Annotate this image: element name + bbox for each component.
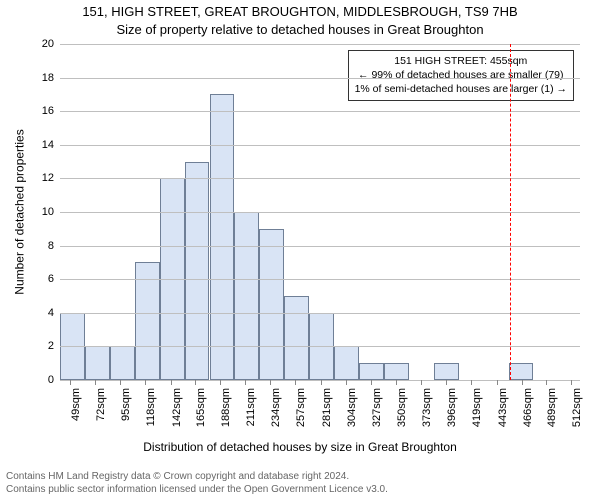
bar: [334, 346, 359, 380]
annotation-line: 151 HIGH STREET: 455sqm: [355, 54, 567, 68]
bar: [384, 363, 409, 380]
x-tick-mark: [421, 380, 422, 385]
x-tick-label: 419sqm: [471, 388, 483, 427]
x-tick-label: 211sqm: [245, 388, 257, 426]
gridline: [60, 346, 580, 347]
x-tick-label: 350sqm: [396, 388, 408, 427]
chart-container: 151, HIGH STREET, GREAT BROUGHTON, MIDDL…: [0, 0, 600, 500]
y-tick-label: 18: [42, 72, 54, 84]
y-axis-label: Number of detached properties: [12, 44, 28, 380]
x-tick-label: 142sqm: [171, 388, 183, 427]
bar: [434, 363, 459, 380]
bar: [359, 363, 384, 380]
footer-line: Contains public sector information licen…: [6, 483, 388, 496]
x-tick-mark: [371, 380, 372, 385]
x-tick-label: 327sqm: [371, 388, 383, 427]
x-tick-mark: [522, 380, 523, 385]
x-tick-mark: [145, 380, 146, 385]
x-tick-mark: [295, 380, 296, 385]
gridline: [60, 212, 580, 213]
annotation-line: ← 99% of detached houses are smaller (79…: [355, 68, 567, 82]
x-tick-label: 304sqm: [346, 388, 358, 427]
x-tick-label: 443sqm: [497, 388, 509, 427]
y-tick-label: 2: [48, 340, 54, 352]
gridline: [60, 78, 580, 79]
y-tick-label: 16: [42, 105, 54, 117]
bar: [259, 229, 284, 380]
bar: [110, 346, 135, 380]
x-tick-mark: [120, 380, 121, 385]
x-tick-label: 466sqm: [522, 388, 534, 427]
x-tick-label: 72sqm: [95, 388, 107, 421]
gridline: [60, 380, 580, 381]
y-tick-label: 20: [42, 38, 54, 50]
x-tick-mark: [346, 380, 347, 385]
marker-line: [510, 44, 511, 380]
x-tick-mark: [497, 380, 498, 385]
x-axis-label: Distribution of detached houses by size …: [0, 440, 600, 454]
y-tick-label: 14: [42, 139, 54, 151]
y-tick-label: 12: [42, 172, 54, 184]
bar: [234, 212, 259, 380]
gridline: [60, 145, 580, 146]
y-tick-label: 8: [48, 240, 54, 252]
x-tick-mark: [396, 380, 397, 385]
x-tick-mark: [220, 380, 221, 385]
x-tick-mark: [446, 380, 447, 385]
x-tick-mark: [70, 380, 71, 385]
bar: [509, 363, 534, 380]
x-tick-label: 281sqm: [321, 388, 333, 427]
x-tick-label: 489sqm: [546, 388, 558, 427]
y-tick-label: 0: [48, 374, 54, 386]
x-tick-label: 188sqm: [220, 388, 232, 427]
gridline: [60, 44, 580, 45]
x-tick-label: 373sqm: [421, 388, 433, 427]
bar: [210, 94, 235, 380]
x-tick-label: 118sqm: [145, 388, 157, 426]
y-tick-label: 4: [48, 307, 54, 319]
gridline: [60, 246, 580, 247]
x-tick-mark: [546, 380, 547, 385]
x-tick-label: 396sqm: [446, 388, 458, 427]
chart-subtitle: Size of property relative to detached ho…: [0, 22, 600, 37]
x-tick-mark: [571, 380, 572, 385]
footer-line: Contains HM Land Registry data © Crown c…: [6, 470, 388, 483]
annotation-box: 151 HIGH STREET: 455sqm ← 99% of detache…: [348, 50, 574, 101]
x-tick-label: 234sqm: [270, 388, 282, 427]
footer: Contains HM Land Registry data © Crown c…: [6, 470, 388, 496]
annotation-line: 1% of semi-detached houses are larger (1…: [355, 82, 567, 96]
gridline: [60, 279, 580, 280]
x-tick-mark: [195, 380, 196, 385]
x-tick-label: 512sqm: [571, 388, 583, 427]
bar: [85, 346, 110, 380]
bar: [284, 296, 309, 380]
x-tick-mark: [245, 380, 246, 385]
x-tick-mark: [171, 380, 172, 385]
chart-title: 151, HIGH STREET, GREAT BROUGHTON, MIDDL…: [0, 4, 600, 19]
x-tick-label: 257sqm: [295, 388, 307, 427]
y-tick-label: 10: [42, 206, 54, 218]
x-tick-label: 95sqm: [120, 388, 132, 421]
y-tick-label: 6: [48, 273, 54, 285]
x-tick-mark: [95, 380, 96, 385]
x-tick-mark: [270, 380, 271, 385]
x-tick-label: 49sqm: [70, 388, 82, 421]
x-tick-label: 165sqm: [195, 388, 207, 427]
gridline: [60, 313, 580, 314]
plot-area: 151 HIGH STREET: 455sqm ← 99% of detache…: [60, 44, 580, 380]
x-tick-mark: [321, 380, 322, 385]
gridline: [60, 178, 580, 179]
gridline: [60, 111, 580, 112]
x-tick-mark: [471, 380, 472, 385]
